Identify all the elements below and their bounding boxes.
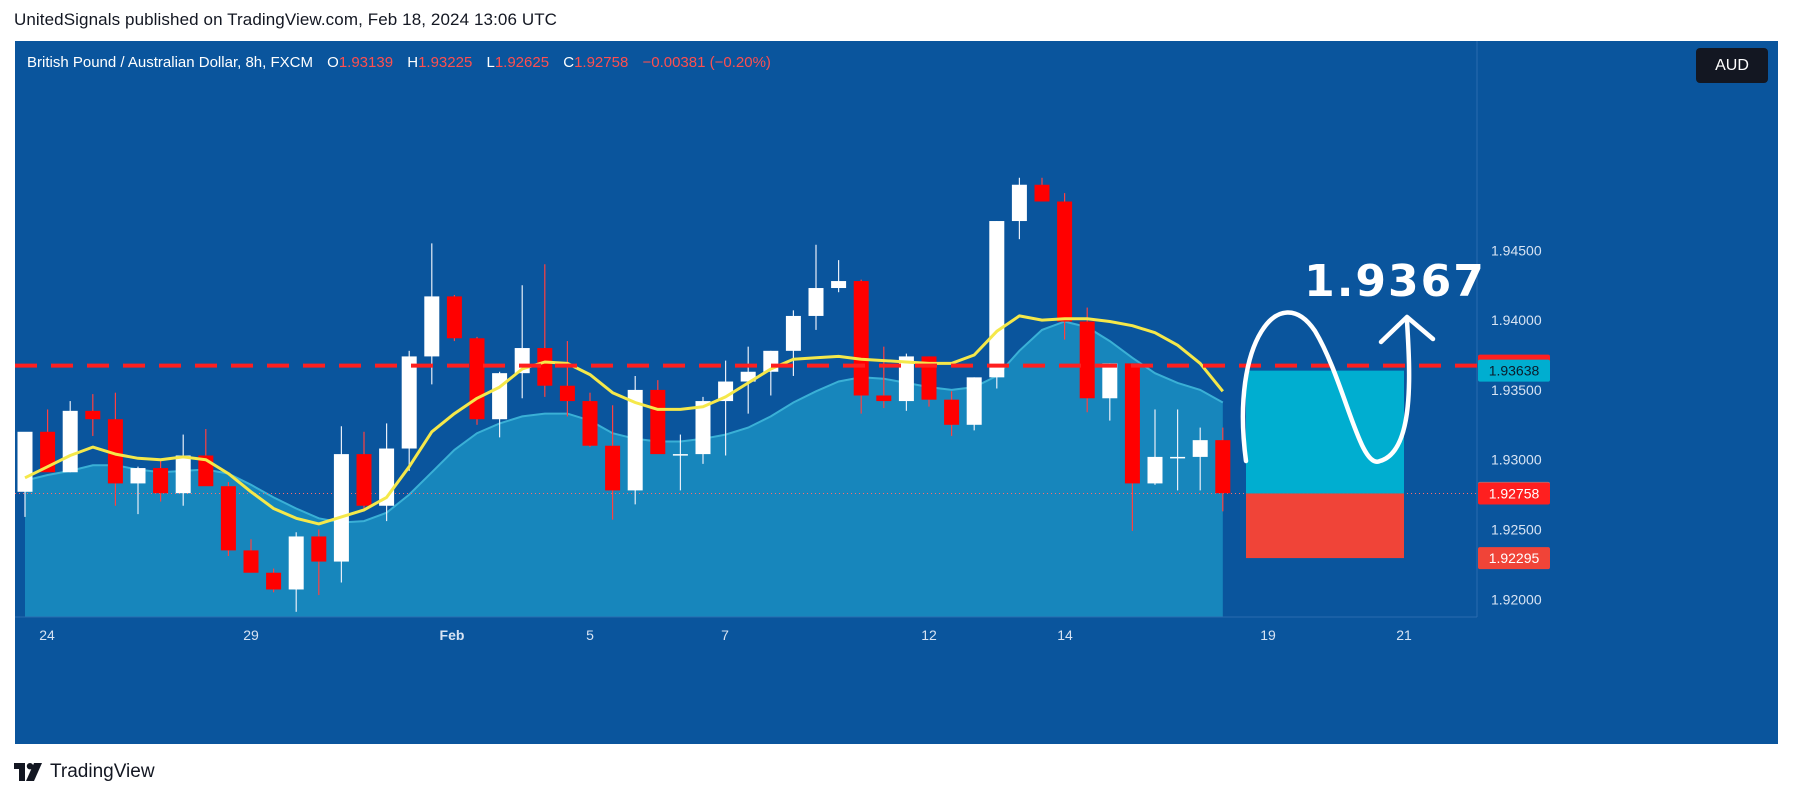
- candle-body: [1192, 440, 1208, 457]
- candle-body: [1011, 184, 1027, 222]
- x-tick-label: 19: [1260, 627, 1276, 643]
- candle-body: [537, 348, 553, 386]
- candle-body: [944, 399, 960, 425]
- candle-body: [650, 389, 666, 455]
- candle-body: [989, 221, 1005, 378]
- candle-body: [288, 536, 304, 590]
- tradingview-brand: TradingView: [50, 761, 155, 782]
- candle-body: [559, 385, 575, 402]
- candle-body: [446, 296, 462, 339]
- x-tick-label: 24: [39, 627, 55, 643]
- chart-canvas[interactable]: 1.9367 1.94500 1.94000 1.93500 1.93000 1.9250…: [15, 41, 1778, 744]
- candle-body: [831, 281, 847, 289]
- arrow-head-icon: [1378, 314, 1436, 345]
- currency-badge[interactable]: AUD: [1696, 48, 1768, 83]
- chart-pane[interactable]: 1.9367 1.94500 1.94000 1.93500 1.93000 1.9250…: [15, 41, 1778, 744]
- candle-body: [130, 468, 146, 484]
- candle-body: [356, 454, 372, 506]
- y-tick-label: 1.92000: [1491, 591, 1542, 607]
- y-tick-label: 1.93000: [1491, 452, 1542, 468]
- x-tick-label: Feb: [440, 627, 465, 643]
- price-label-box: [1478, 359, 1550, 382]
- candle-body: [107, 419, 123, 484]
- candle-body: [695, 401, 711, 455]
- low-label: L: [486, 54, 495, 71]
- symbol-name: British Pound / Australian Dollar, 8h, F…: [27, 54, 313, 71]
- target-annotation-label: 1.9367: [1304, 256, 1486, 307]
- candle-body: [311, 536, 327, 562]
- open-label: O: [327, 54, 339, 71]
- price-label-box: [1478, 482, 1550, 505]
- price-label-text: 1.92758: [1489, 485, 1540, 501]
- candle-body: [62, 410, 78, 473]
- candle-body: [1057, 201, 1073, 322]
- y-tick-label: 1.93500: [1491, 382, 1542, 398]
- x-tick-label: 5: [586, 627, 594, 643]
- y-tick-label: 1.94500: [1491, 242, 1542, 258]
- candle-body: [175, 455, 191, 494]
- candle-body: [469, 338, 485, 420]
- candle-body: [672, 454, 688, 456]
- candle-body: [876, 395, 892, 402]
- candle-body: [424, 296, 440, 357]
- candle-body: [1215, 440, 1231, 494]
- candle-body: [627, 389, 643, 491]
- x-tick-label: 21: [1396, 627, 1412, 643]
- footer: TradingView: [14, 758, 155, 786]
- target-zone: [1246, 370, 1404, 494]
- candle-body: [740, 371, 756, 382]
- ema-line: [24, 314, 1224, 526]
- candle-body: [153, 468, 169, 494]
- change-value: −0.00381 (−0.20%): [642, 54, 771, 71]
- time-axis-bg: [15, 617, 1778, 744]
- open-value: 1.93139: [338, 54, 394, 71]
- symbol-legend: British Pound / Australian Dollar, 8h, F…: [27, 54, 771, 71]
- y-tick-label: 1.94000: [1491, 312, 1542, 328]
- price-label-text: 1.92295: [1489, 550, 1540, 566]
- tradingview-logo-icon: [14, 763, 42, 781]
- candle-body: [401, 356, 417, 449]
- close-label: C: [563, 54, 575, 71]
- candle-body: [266, 572, 282, 590]
- high-label: H: [407, 54, 419, 71]
- candle-body: [582, 401, 598, 446]
- stop-zone: [1246, 493, 1404, 559]
- high-value: 1.93225: [418, 54, 473, 71]
- candle-body: [1124, 363, 1140, 484]
- x-tick-label: 14: [1057, 627, 1073, 643]
- candle-body: [1034, 184, 1050, 202]
- x-tick-label: 7: [721, 627, 729, 643]
- candle-body: [17, 431, 33, 492]
- candle-body: [605, 445, 621, 491]
- x-tick-label: 12: [921, 627, 937, 643]
- close-value: 1.92758: [574, 54, 629, 71]
- candle-body: [1079, 321, 1095, 399]
- candle-body: [898, 356, 914, 402]
- candle-body: [966, 377, 982, 425]
- candle-body: [85, 410, 101, 420]
- candle-body: [1102, 363, 1118, 399]
- candle-body: [853, 281, 869, 396]
- published-by-header: UnitedSignals published on TradingView.c…: [14, 10, 558, 29]
- low-value: 1.92625: [494, 54, 550, 71]
- candle-body: [333, 454, 349, 562]
- candle-body: [785, 315, 801, 351]
- candle-body: [1170, 456, 1186, 459]
- price-label-box: [1478, 547, 1550, 570]
- candle-body: [808, 288, 824, 316]
- candle-body: [220, 486, 236, 551]
- candle-body: [1147, 456, 1163, 484]
- candle-body: [243, 550, 259, 573]
- candle-body: [492, 373, 508, 420]
- candle-body: [40, 431, 56, 473]
- x-tick-label: 29: [243, 627, 259, 643]
- y-tick-label: 1.92500: [1491, 521, 1542, 537]
- projection-curve: [1240, 310, 1412, 464]
- price-label-text: 1.93638: [1489, 363, 1540, 379]
